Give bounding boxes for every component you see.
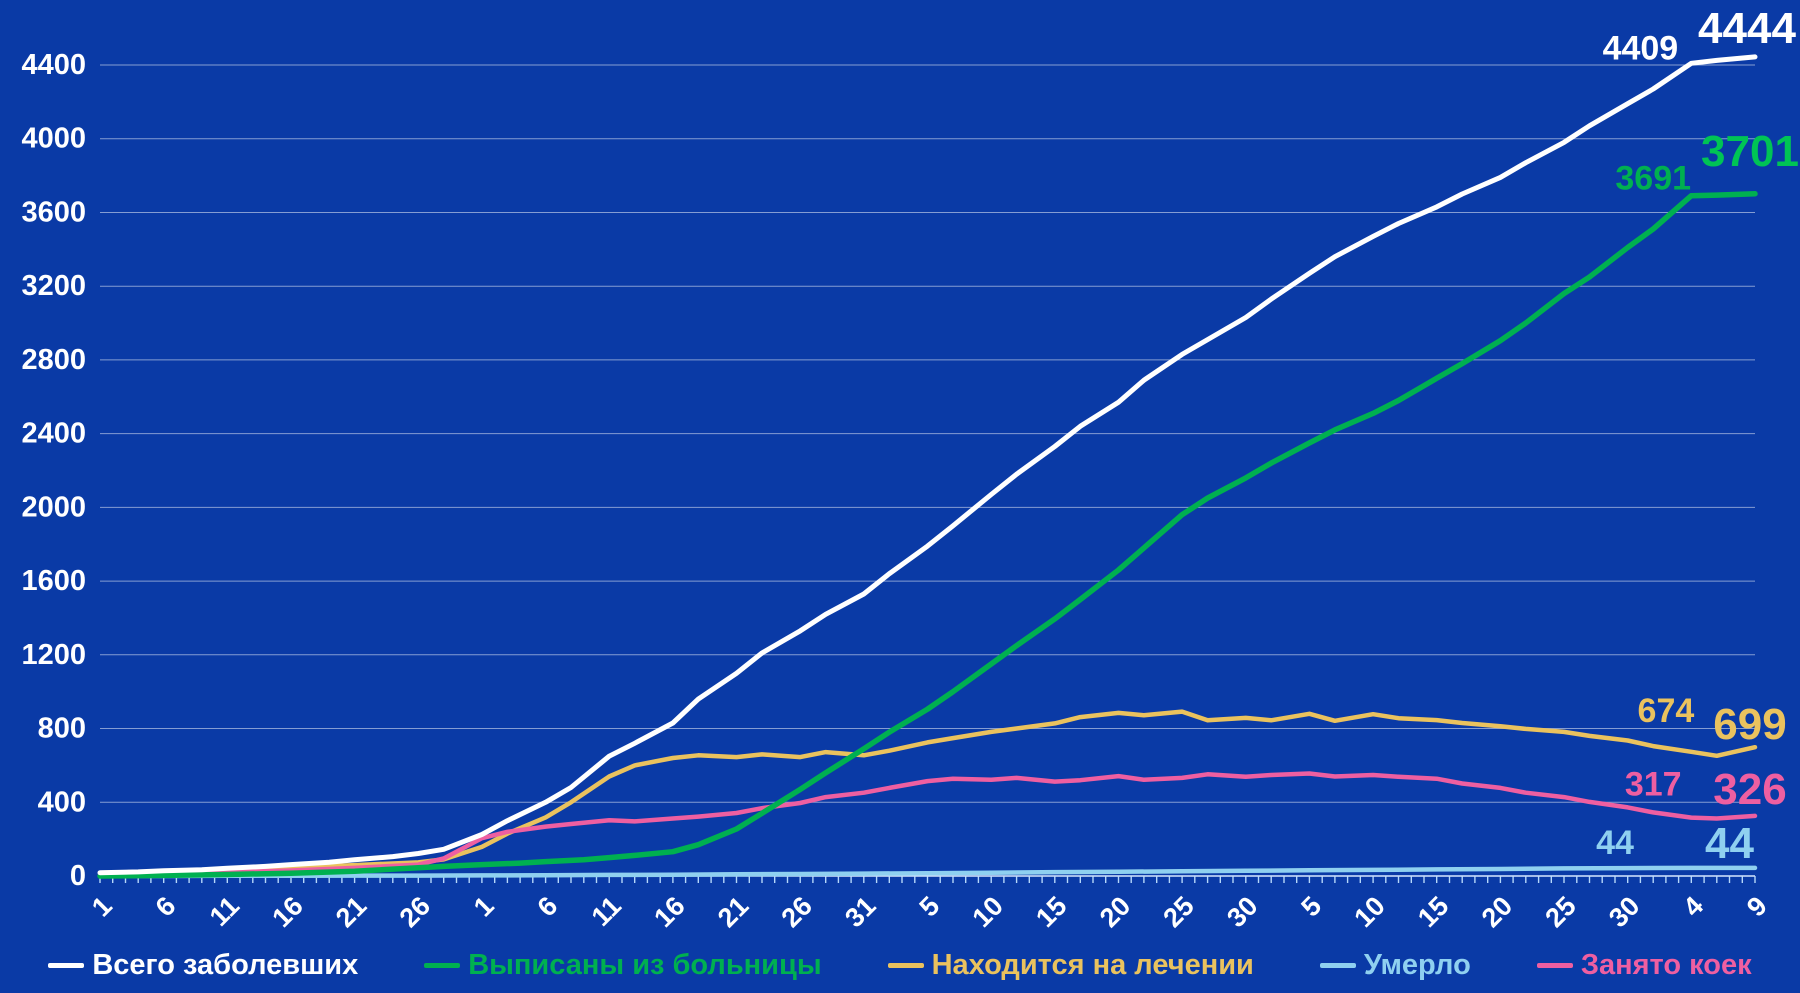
x-axis-label: 11 <box>586 891 627 932</box>
legend: Всего заболевших Выписаны из больницы На… <box>0 943 1800 987</box>
x-axis-label: 20 <box>1476 891 1518 933</box>
y-axis-label: 2800 <box>21 344 86 376</box>
x-axis-label: 1 <box>86 891 118 923</box>
legend-label-discharged: Выписаны из больницы <box>468 948 822 981</box>
y-axis-label: 4400 <box>21 49 86 81</box>
data-label: 44 <box>1705 819 1754 868</box>
data-label: 699 <box>1713 700 1786 749</box>
x-axis-label: 5 <box>913 891 945 923</box>
series-line-beds <box>97 771 1758 878</box>
x-axis-label: 26 <box>776 891 818 933</box>
x-axis-label: 31 <box>839 891 881 933</box>
data-label: 44 <box>1596 824 1634 862</box>
legend-item-beds: Занято коек <box>1536 948 1752 982</box>
legend-label-died: Умерло <box>1363 948 1471 981</box>
legend-swatch-beds-line <box>1536 962 1573 968</box>
series-line-total <box>97 54 1758 876</box>
y-axis-label: 3600 <box>21 197 86 229</box>
x-axis-label: 9 <box>1741 891 1773 923</box>
y-axis-label: 3200 <box>21 270 86 302</box>
x-axis-label: 10 <box>1348 891 1390 933</box>
y-axis-label: 4000 <box>21 123 86 155</box>
legend-item-total: Всего заболевших <box>48 949 358 982</box>
x-axis-label: 1 <box>468 891 500 923</box>
x-axis-label: 30 <box>1221 891 1263 933</box>
y-axis-label: 0 <box>70 860 86 892</box>
x-axis-label: 16 <box>266 891 308 933</box>
data-label: 4409 <box>1603 29 1679 67</box>
x-axis-label: 21 <box>712 891 754 933</box>
y-axis-label: 400 <box>38 786 86 818</box>
legend-swatch-total-line <box>48 962 85 968</box>
data-label: 4444 <box>1698 4 1796 53</box>
y-axis-label: 2400 <box>21 418 86 450</box>
legend-swatch-in-treatment-line <box>887 962 924 968</box>
x-axis-label: 25 <box>1157 891 1199 933</box>
y-axis-label: 1200 <box>21 639 86 671</box>
legend-swatch-died-line <box>1319 962 1356 968</box>
x-axis-label: 15 <box>1412 891 1454 933</box>
legend-item-in-treatment: Находится на лечении <box>887 948 1254 982</box>
legend-label-in-treatment: Находится на лечении <box>931 948 1254 981</box>
series-line-in_treatment <box>97 709 1758 875</box>
legend-item-died: Умерло <box>1319 948 1471 982</box>
x-axis-label: 6 <box>532 891 564 923</box>
x-axis-label: 20 <box>1094 891 1136 933</box>
x-axis-label: 30 <box>1603 891 1645 933</box>
series-line-died <box>97 865 1758 879</box>
x-axis-label: 11 <box>204 891 245 932</box>
x-axis-label: 5 <box>1295 891 1327 923</box>
x-axis-label: 21 <box>330 891 372 933</box>
y-axis-label: 800 <box>38 713 86 745</box>
x-axis-label: 26 <box>394 891 436 933</box>
legend-label-total: Всего заболевших <box>92 948 359 981</box>
data-label: 326 <box>1713 765 1786 814</box>
legend-label-beds: Занято коек <box>1580 948 1752 981</box>
x-axis-label: 10 <box>967 891 1009 933</box>
x-axis-label: 16 <box>648 891 690 933</box>
data-label: 3701 <box>1701 127 1799 176</box>
data-label: 3691 <box>1615 160 1691 198</box>
series-line-discharged <box>97 191 1758 879</box>
data-label: 674 <box>1638 692 1695 730</box>
x-axis-label: 25 <box>1539 891 1581 933</box>
x-axis-label: 6 <box>150 891 182 923</box>
x-axis-label: 4 <box>1677 891 1709 923</box>
y-axis-label: 2000 <box>21 491 86 523</box>
x-axis-label: 15 <box>1030 891 1072 933</box>
legend-item-discharged: Выписаны из больницы <box>424 948 822 982</box>
data-label: 317 <box>1625 766 1682 804</box>
legend-swatch-discharged-line <box>424 962 461 968</box>
y-axis-label: 1600 <box>21 565 86 597</box>
